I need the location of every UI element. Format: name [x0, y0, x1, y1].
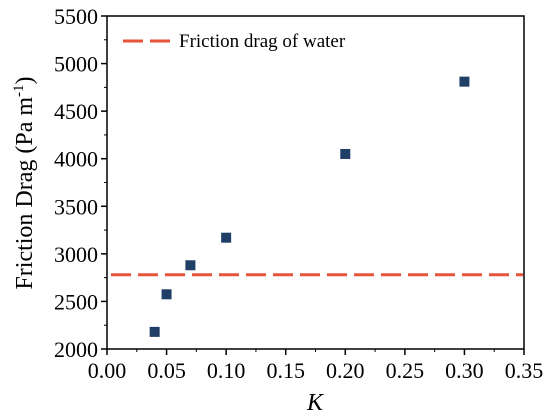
x-tick-label: 0.30	[445, 358, 484, 383]
y-tick-label: 5500	[54, 4, 98, 29]
legend-label: Friction drag of water	[179, 31, 346, 52]
y-tick-label: 2500	[54, 289, 98, 314]
data-point	[149, 326, 160, 337]
x-axis: 0.00 0.05 0.10 0.15 0.20 0.25 0.30 0.35	[88, 349, 544, 383]
x-tick-label: 0.15	[266, 358, 305, 383]
data-points	[149, 76, 470, 337]
y-axis-title: Friction Drag (Pa m-1)	[11, 76, 38, 289]
data-point	[185, 260, 196, 271]
data-point	[340, 148, 351, 159]
data-point	[161, 289, 172, 300]
x-tick-label: 0.35	[505, 358, 544, 383]
y-tick-label: 3500	[54, 194, 98, 219]
data-point	[459, 76, 470, 87]
y-axis-title-close: )	[12, 76, 38, 84]
x-tick-label: 0.05	[147, 358, 186, 383]
x-tick-label: 0.25	[386, 358, 425, 383]
y-tick-label: 2000	[54, 337, 98, 362]
y-axis-title-superscript: -1	[11, 84, 27, 97]
x-tick-label: 0.00	[88, 358, 127, 383]
x-tick-label: 0.20	[326, 358, 365, 383]
y-axis-title-main: Friction Drag (Pa m	[12, 97, 38, 290]
data-point	[221, 232, 232, 243]
x-tick-label: 0.10	[207, 358, 246, 383]
x-axis-title: K	[306, 390, 325, 416]
y-tick-label: 4000	[54, 147, 98, 172]
y-tick-label: 3000	[54, 242, 98, 267]
legend: Friction drag of water	[123, 31, 346, 52]
y-tick-label: 5000	[54, 52, 98, 77]
y-axis: 2000 2500 3000 3500 4000 4500 5000 5500	[54, 4, 107, 362]
y-tick-label: 4500	[54, 99, 98, 124]
